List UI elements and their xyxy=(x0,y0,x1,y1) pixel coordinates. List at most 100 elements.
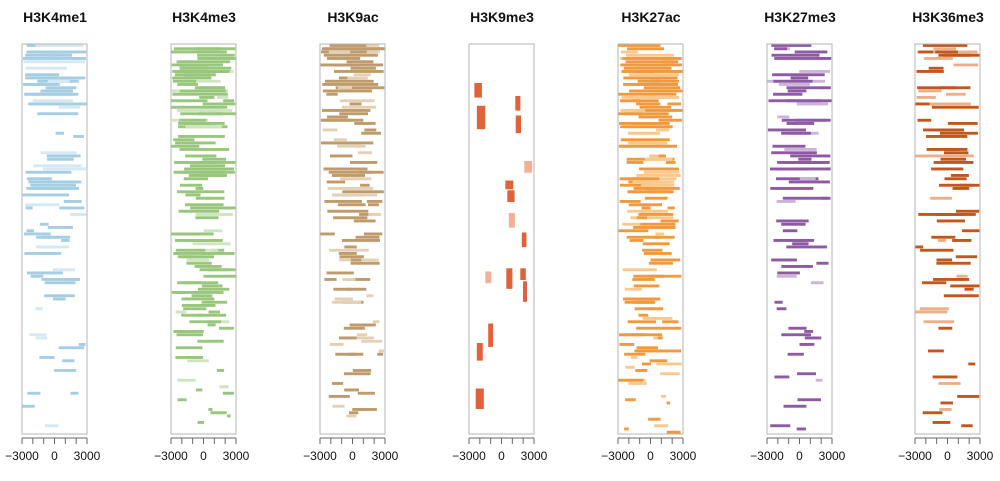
heatmap-cell xyxy=(623,297,658,301)
heatmap-cell xyxy=(771,151,817,155)
heatmap-cell xyxy=(61,239,70,242)
heatmap-cell xyxy=(915,102,936,106)
heatmap-cell xyxy=(626,53,674,57)
heatmap-cell xyxy=(23,60,86,64)
heatmap-cell xyxy=(799,343,815,346)
x-tick-label: −3000 xyxy=(303,449,337,463)
heatmap-cell xyxy=(175,356,203,359)
heatmap-cell xyxy=(618,44,661,47)
heatmap-cell xyxy=(359,213,369,216)
heatmap-cell xyxy=(790,154,831,158)
heatmap-cell xyxy=(39,222,49,226)
heatmap-cell xyxy=(821,196,831,200)
heatmap-cell xyxy=(633,284,660,288)
x-tick-label: 3000 xyxy=(372,449,399,463)
heatmap-cell xyxy=(195,196,212,200)
heatmap-cell xyxy=(921,281,947,285)
heatmap-cell xyxy=(947,122,978,125)
panel-frame xyxy=(914,43,981,435)
heatmap-cell xyxy=(628,141,668,145)
heatmap-cell xyxy=(649,154,659,158)
heatmap-cell xyxy=(35,336,48,340)
heatmap-cell xyxy=(171,144,200,148)
heatmap-cell xyxy=(619,183,653,187)
heatmap-cell xyxy=(22,193,69,197)
heatmap-cell xyxy=(343,326,365,330)
heatmap-cell xyxy=(821,86,831,90)
heatmap-cell xyxy=(667,102,681,106)
heatmap-cell xyxy=(917,118,932,122)
heatmap-cell xyxy=(174,232,201,236)
heatmap-cell xyxy=(773,239,815,242)
heatmap-cell xyxy=(363,372,371,376)
panel-0: H3K4me1 −3000 0 3000 xyxy=(0,0,110,481)
heatmap-cell xyxy=(27,391,41,395)
heatmap-cell xyxy=(219,385,229,389)
heatmap-cell xyxy=(619,200,641,203)
heatmap-cell xyxy=(178,330,204,333)
heatmap-cell xyxy=(618,112,669,116)
panel-5: H3K27me3 −3000 0 3000 xyxy=(745,0,855,481)
heatmap-cell xyxy=(346,287,367,291)
heatmap-cell xyxy=(804,330,814,333)
heatmap-cell xyxy=(355,235,380,239)
heatmap-cell xyxy=(344,245,357,249)
heatmap-panel-svg: −3000 0 3000 xyxy=(5,43,101,463)
heatmap-cell xyxy=(636,174,681,177)
heatmap-cell xyxy=(189,164,226,168)
x-tick-label: −3000 xyxy=(5,449,39,463)
heatmap-cell xyxy=(26,50,67,54)
heatmap-cell xyxy=(632,180,675,184)
heatmap-cell xyxy=(180,112,236,116)
heatmap-cell xyxy=(181,304,216,307)
panel-title: H3K4me1 xyxy=(23,9,87,25)
heatmap-cell xyxy=(625,60,674,64)
heatmap-cell xyxy=(339,99,375,103)
x-tick-label: 3000 xyxy=(967,449,994,463)
heatmap-cell xyxy=(619,333,645,337)
heatmap-cell xyxy=(635,369,648,372)
panel-title: H3K4me3 xyxy=(172,9,236,25)
heatmap-cell xyxy=(787,352,804,356)
heatmap-cell xyxy=(44,424,59,428)
heatmap-cell xyxy=(629,239,644,242)
heatmap-cell xyxy=(629,89,683,93)
heatmap-cell xyxy=(776,177,819,181)
heatmap-cell xyxy=(190,161,236,164)
heatmap-cell xyxy=(349,323,372,327)
heatmap-cell xyxy=(642,242,670,246)
heatmap-cell xyxy=(175,346,203,350)
heatmap-cell xyxy=(626,235,661,239)
heatmap-cell xyxy=(505,180,514,190)
heatmap-cell xyxy=(323,167,368,171)
heatmap-cell xyxy=(777,271,800,275)
heatmap-cell xyxy=(47,226,73,229)
heatmap-cell xyxy=(931,128,960,132)
heatmap-cell xyxy=(956,209,980,213)
heatmap-cell xyxy=(176,60,231,64)
heatmap-cell xyxy=(943,294,979,298)
heatmap-cell xyxy=(634,349,654,353)
heatmap-cell xyxy=(642,248,663,252)
heatmap-cell xyxy=(227,414,231,418)
heatmap-cell xyxy=(633,274,664,278)
heatmap-cell xyxy=(177,378,196,382)
heatmap-cells xyxy=(171,47,236,424)
heatmap-cell xyxy=(356,333,367,337)
heatmap-cell xyxy=(62,359,75,363)
heatmap-cell xyxy=(327,57,361,60)
heatmap-cell xyxy=(940,401,953,405)
heatmap-cell xyxy=(195,213,233,216)
heatmap-cell xyxy=(774,47,787,51)
heatmap-cell xyxy=(920,248,954,252)
heatmap-cell xyxy=(342,278,356,281)
heatmap-cell xyxy=(515,96,521,111)
heatmap-cell xyxy=(474,83,482,98)
heatmap-cell xyxy=(25,170,72,174)
heatmap-cell xyxy=(646,187,680,190)
heatmap-cell xyxy=(207,323,216,327)
heatmap-cell xyxy=(944,177,967,181)
heatmap-cell xyxy=(636,346,659,350)
heatmap-cell xyxy=(190,206,232,210)
heatmap-cell xyxy=(175,248,206,252)
